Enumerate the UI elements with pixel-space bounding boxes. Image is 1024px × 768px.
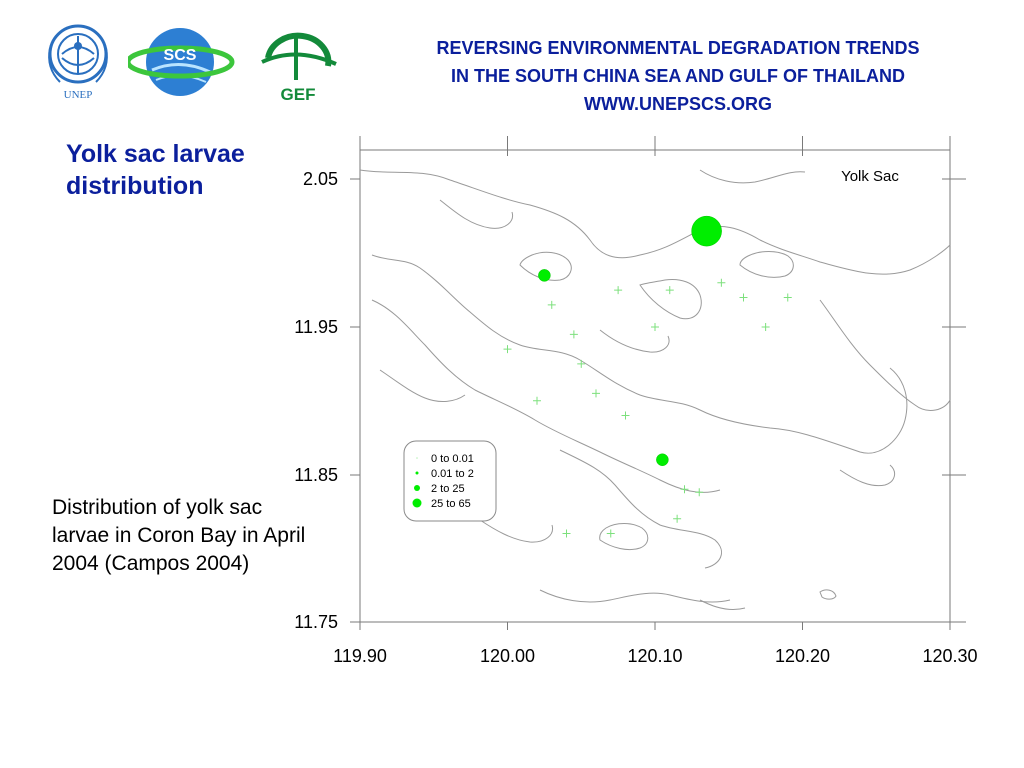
x-tick-label: 119.90 xyxy=(333,646,387,666)
coastline xyxy=(599,329,670,353)
header-title: REVERSING ENVIRONMENTAL DEGRADATION TREN… xyxy=(340,34,1016,118)
chart-title: Yolk Sac xyxy=(841,168,899,185)
legend-label: 0 to 0.01 xyxy=(431,453,474,465)
coastline xyxy=(539,589,731,603)
data-point-plus xyxy=(562,529,571,538)
data-point-plus xyxy=(651,323,659,331)
header-website: WWW.UNEPSCS.ORG xyxy=(584,94,772,114)
legend-marker xyxy=(416,457,418,459)
coastline xyxy=(819,589,837,600)
coastline xyxy=(739,251,794,278)
data-point-plus xyxy=(577,359,586,368)
data-point-plus xyxy=(665,286,674,295)
y-tick-label: 11.85 xyxy=(294,465,338,485)
slide-title: Yolk sac larvae distribution xyxy=(66,140,245,200)
coastline xyxy=(371,299,721,493)
legend-marker xyxy=(414,485,420,491)
unep-logo: UNEP xyxy=(40,18,120,109)
data-point-plus xyxy=(761,323,770,331)
coastline xyxy=(699,169,806,184)
legend-label: 0.01 to 2 xyxy=(431,468,474,480)
legend-marker xyxy=(412,498,422,508)
legend-label: 25 to 65 xyxy=(431,498,471,510)
coastline xyxy=(439,199,514,229)
x-tick-label: 120.00 xyxy=(480,646,535,666)
gef-logo: GEF xyxy=(256,18,342,109)
data-point-plus xyxy=(673,514,682,523)
scs-logo-text: SCS xyxy=(164,47,197,64)
data-point-plus xyxy=(695,488,704,497)
legend-marker xyxy=(415,471,419,475)
coastline xyxy=(559,449,723,569)
y-tick-label: 2.05 xyxy=(303,169,338,189)
x-tick-label: 120.10 xyxy=(627,646,682,666)
coastline xyxy=(839,464,896,487)
coastline xyxy=(819,299,951,411)
coastline xyxy=(699,599,746,611)
plot-frame xyxy=(359,149,951,623)
data-point-plus xyxy=(533,396,541,405)
data-point xyxy=(656,453,669,466)
unep-logo-text: UNEP xyxy=(64,89,93,101)
slide-caption: Distribution of yolk sac larvae in Coron… xyxy=(52,496,306,575)
data-point-plus xyxy=(621,411,630,420)
gef-logo-text: GEF xyxy=(281,85,316,104)
x-tick-label: 120.20 xyxy=(775,646,830,666)
data-point-plus xyxy=(614,286,623,295)
data-point-plus xyxy=(783,293,792,302)
data-point-plus xyxy=(739,293,748,302)
data-point xyxy=(691,215,722,247)
x-tick-label: 120.30 xyxy=(922,646,977,666)
data-point-plus xyxy=(717,278,726,287)
header-title-line2: IN THE SOUTH CHINA SEA AND GULF OF THAIL… xyxy=(451,66,905,86)
header-title-line1: REVERSING ENVIRONMENTAL DEGRADATION TREN… xyxy=(436,38,920,58)
data-point-plus xyxy=(606,529,615,538)
coastline xyxy=(359,169,951,275)
legend-label: 2 to 25 xyxy=(431,483,465,495)
coastline xyxy=(479,519,554,543)
scs-logo: SCS xyxy=(125,18,236,109)
data-point-plus xyxy=(569,330,578,339)
data-point-plus xyxy=(680,485,689,494)
data-point xyxy=(538,269,551,282)
y-tick-label: 11.95 xyxy=(294,317,338,337)
coastline xyxy=(599,523,649,551)
data-point-plus xyxy=(547,300,556,309)
legend-box xyxy=(403,440,497,522)
data-point-plus xyxy=(503,345,512,354)
coastline xyxy=(639,279,702,320)
data-point-plus xyxy=(592,389,600,398)
coastline xyxy=(379,369,466,403)
coastline xyxy=(371,254,908,454)
plot-area: 119.90 120.00 120.10 120.20 120.30 2.05 11.95 1… xyxy=(294,136,978,666)
y-tick-label: 11.75 xyxy=(294,612,338,632)
